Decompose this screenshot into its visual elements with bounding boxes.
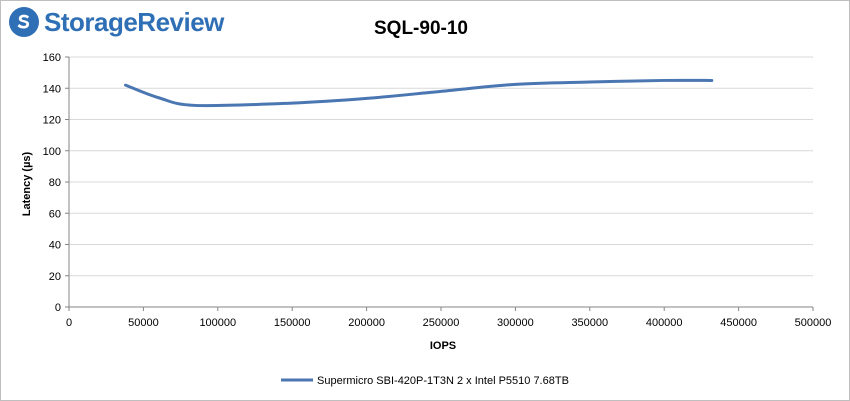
axes bbox=[65, 56, 814, 311]
x-tick-label: 350000 bbox=[571, 317, 608, 329]
x-tick-label: 50000 bbox=[128, 317, 159, 329]
storagereview-logo-icon bbox=[9, 7, 39, 37]
y-tick-label: 60 bbox=[49, 208, 61, 220]
series-line bbox=[124, 78, 714, 108]
x-tick-label: 200000 bbox=[348, 317, 385, 329]
legend: Supermicro SBI-420P-1T3N 2 x Intel P5510… bbox=[281, 375, 569, 387]
x-tick-label: 400000 bbox=[646, 317, 683, 329]
x-tick-label: 300000 bbox=[497, 317, 534, 329]
x-tick-label: 500000 bbox=[795, 317, 832, 329]
y-tick-label: 160 bbox=[43, 52, 61, 64]
x-axis-title: IOPS bbox=[430, 340, 456, 352]
x-tick-label: 0 bbox=[66, 317, 72, 329]
brand-logo: StorageReview bbox=[8, 5, 224, 39]
x-tick-label: 150000 bbox=[274, 317, 311, 329]
y-axis-title: Latency (µs) bbox=[21, 151, 33, 216]
legend-label: Supermicro SBI-420P-1T3N 2 x Intel P5510… bbox=[317, 375, 569, 387]
x-tick-label: 450000 bbox=[720, 317, 757, 329]
x-tick-label: 100000 bbox=[199, 317, 236, 329]
y-tick-label: 100 bbox=[43, 146, 61, 158]
y-tick-label: 0 bbox=[55, 302, 61, 314]
chart-title: SQL-90-10 bbox=[374, 18, 468, 39]
grid-lines bbox=[69, 56, 813, 277]
y-tick-label: 20 bbox=[49, 271, 61, 283]
x-tick-label: 250000 bbox=[423, 317, 460, 329]
y-tick-labels: 0 20 40 60 80 100 120 140 160 bbox=[43, 52, 61, 314]
brand-name: StorageReview bbox=[44, 6, 224, 37]
x-tick-labels: 0 50000 100000 150000 200000 250000 300000 3500… bbox=[66, 317, 831, 329]
y-tick-label: 120 bbox=[43, 115, 61, 127]
y-tick-label: 40 bbox=[49, 240, 61, 252]
y-tick-label: 140 bbox=[43, 83, 61, 95]
y-tick-label: 80 bbox=[49, 177, 61, 189]
series-layer bbox=[124, 78, 714, 108]
